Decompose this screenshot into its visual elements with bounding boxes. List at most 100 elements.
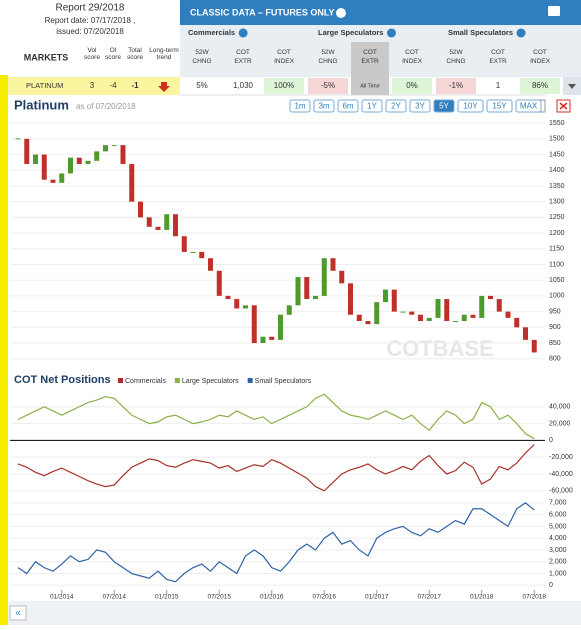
x-tick-label: 01/2015 <box>155 594 179 601</box>
candle <box>461 314 467 322</box>
y-tick-label: 1150 <box>549 246 564 253</box>
back-button[interactable] <box>9 605 27 621</box>
range-label: 1m <box>294 102 305 111</box>
column-label: 52W CHNG <box>318 49 337 65</box>
candle <box>278 314 283 340</box>
candle <box>138 201 143 218</box>
header-bar <box>180 0 581 25</box>
y-tick-label: 7,000 <box>549 500 567 507</box>
close-glyph <box>559 102 568 110</box>
help-icon[interactable] <box>516 28 526 38</box>
candle <box>496 299 502 312</box>
candle <box>479 295 485 318</box>
candle <box>330 258 336 271</box>
column-label: COT EXTR <box>361 49 379 65</box>
y-tick-label: -20,000 <box>549 454 573 461</box>
candle <box>199 251 205 259</box>
candle <box>409 311 415 315</box>
candle <box>505 311 511 318</box>
candle <box>208 258 213 271</box>
range-button[interactable] <box>433 99 455 113</box>
cell-bg <box>392 78 432 94</box>
candle <box>234 299 240 309</box>
candle <box>418 314 423 322</box>
candle <box>391 289 397 312</box>
candle <box>76 157 82 164</box>
y-tick-label: 850 <box>549 340 561 347</box>
candle <box>129 163 135 202</box>
x-tick-label: 07/2016 <box>313 594 337 601</box>
range-label: 15Y <box>492 102 507 111</box>
column-label: COT INDEX <box>402 49 423 65</box>
y-tick-label: 5,000 <box>549 523 567 530</box>
cell: 5% <box>196 81 208 90</box>
column-label: OI score <box>105 47 121 61</box>
score: -1 <box>131 81 139 90</box>
series-line <box>17 502 535 583</box>
candle <box>68 157 73 174</box>
cell: 0% <box>406 81 418 90</box>
help-icon[interactable] <box>238 28 248 38</box>
x-tick-label: 01/2018 <box>470 594 494 601</box>
footer <box>8 601 581 625</box>
legend-swatch <box>118 378 123 383</box>
range-button[interactable] <box>457 99 484 113</box>
legend-label: Large Speculators <box>182 378 239 385</box>
cell-bg <box>520 78 560 94</box>
candle <box>348 283 353 315</box>
issued-date: issued: 07/20/2018 <box>56 27 124 36</box>
range-button[interactable] <box>409 99 431 113</box>
y-tick-label: 1550 <box>549 120 565 127</box>
chart-title: Platinum <box>14 97 69 112</box>
candle <box>400 311 406 313</box>
range-label: 3m <box>318 102 329 111</box>
candle <box>164 214 170 230</box>
candle <box>435 299 441 318</box>
help-icon[interactable] <box>336 8 346 18</box>
column-label: COT EXTR <box>489 49 507 65</box>
cell: -5% <box>321 81 335 90</box>
candle <box>269 336 275 340</box>
candle <box>85 160 91 164</box>
range-button[interactable] <box>515 99 542 113</box>
group-name: Large Speculators <box>318 28 383 37</box>
range-button[interactable] <box>361 99 383 113</box>
range-label: 2Y <box>391 102 401 111</box>
x-tick-label: 01/2017 <box>365 594 389 601</box>
candle <box>470 314 476 318</box>
legend-swatch <box>174 378 180 383</box>
range-button[interactable] <box>385 99 407 113</box>
candle <box>50 179 56 183</box>
column-label: COT INDEX <box>530 49 551 65</box>
x-tick-label: 07/2017 <box>418 594 442 601</box>
print-icon[interactable] <box>548 6 560 16</box>
y-tick-label: 3,000 <box>549 547 567 554</box>
dropdown-arrow <box>568 84 576 89</box>
range-label: MAX <box>520 102 538 111</box>
range-button[interactable] <box>337 99 359 113</box>
candle <box>531 339 537 353</box>
candle <box>321 258 327 296</box>
cell: 1,030 <box>233 81 254 90</box>
range-label: 6m <box>342 102 353 111</box>
cell: All Time <box>360 83 380 89</box>
column-label: COT EXTR <box>234 49 252 65</box>
range-label: 5Y <box>439 102 449 111</box>
candle <box>216 270 222 296</box>
range-button[interactable] <box>313 99 335 113</box>
group-name: Small Speculators <box>448 28 513 37</box>
row-highlight <box>8 77 180 95</box>
candle <box>488 295 493 300</box>
candle <box>444 299 450 322</box>
range-button[interactable] <box>289 99 311 113</box>
legend-label: Commercials <box>125 378 166 385</box>
group-name: Commercials <box>188 28 235 37</box>
range-button[interactable] <box>486 99 513 113</box>
candle <box>260 336 266 344</box>
candle <box>94 151 100 161</box>
y-tick-label: 40,000 <box>549 404 571 411</box>
y-tick-label: -40,000 <box>549 471 573 478</box>
y-tick-label: 4,000 <box>549 535 567 542</box>
help-icon[interactable] <box>386 28 396 38</box>
